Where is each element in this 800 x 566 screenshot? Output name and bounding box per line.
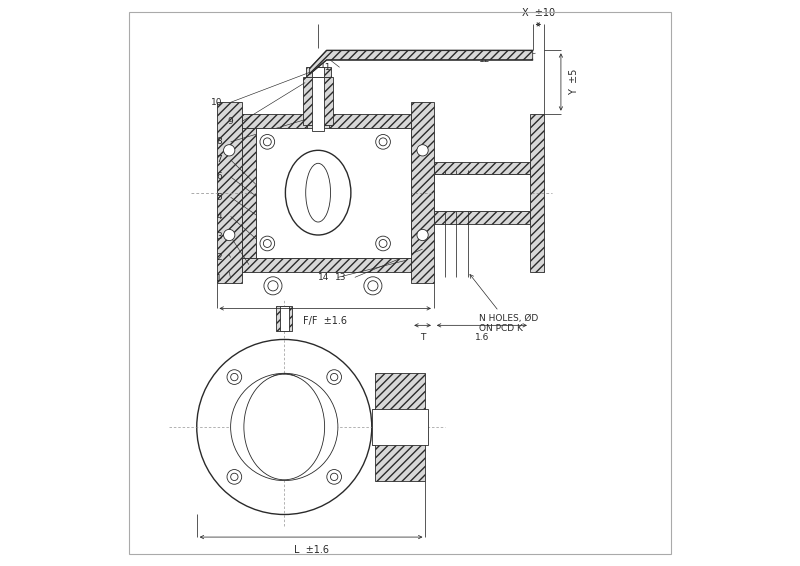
Ellipse shape xyxy=(197,340,372,514)
Ellipse shape xyxy=(417,229,428,241)
Ellipse shape xyxy=(268,281,278,291)
Bar xyxy=(434,162,530,174)
Ellipse shape xyxy=(417,145,428,156)
Bar xyxy=(434,211,530,224)
Text: 8: 8 xyxy=(216,138,222,147)
Ellipse shape xyxy=(260,236,274,251)
Ellipse shape xyxy=(306,164,330,222)
Text: 4: 4 xyxy=(217,212,222,221)
Ellipse shape xyxy=(379,138,387,146)
Bar xyxy=(242,258,411,272)
Bar xyxy=(242,114,411,128)
Polygon shape xyxy=(310,50,533,74)
Bar xyxy=(306,67,330,77)
Text: T: T xyxy=(420,333,426,342)
Text: 2: 2 xyxy=(217,253,222,262)
Text: 14: 14 xyxy=(318,273,330,282)
Bar xyxy=(276,306,292,331)
Ellipse shape xyxy=(364,277,382,295)
Ellipse shape xyxy=(227,370,242,384)
Bar xyxy=(372,409,428,445)
Text: 13: 13 xyxy=(335,273,346,282)
Bar xyxy=(312,67,324,77)
Text: 6: 6 xyxy=(216,173,222,181)
Ellipse shape xyxy=(230,473,238,481)
Text: ØA: ØA xyxy=(447,198,456,211)
Bar xyxy=(411,102,434,283)
Bar xyxy=(303,77,333,125)
Bar xyxy=(307,125,330,148)
Ellipse shape xyxy=(327,370,342,384)
Ellipse shape xyxy=(230,374,338,481)
Ellipse shape xyxy=(368,281,378,291)
Text: 9: 9 xyxy=(228,117,234,126)
Text: 10: 10 xyxy=(210,98,222,107)
Ellipse shape xyxy=(376,236,390,251)
Ellipse shape xyxy=(223,229,235,241)
Ellipse shape xyxy=(330,374,338,381)
Ellipse shape xyxy=(379,239,387,247)
Ellipse shape xyxy=(376,135,390,149)
Bar xyxy=(276,174,288,211)
Ellipse shape xyxy=(263,239,271,247)
Text: N HOLES, ØD
ON PCD K: N HOLES, ØD ON PCD K xyxy=(470,275,538,333)
Text: 1.6: 1.6 xyxy=(474,333,489,342)
Text: 5: 5 xyxy=(216,192,222,201)
Bar xyxy=(242,128,256,258)
Text: L  ±1.6: L ±1.6 xyxy=(294,545,329,555)
Ellipse shape xyxy=(260,135,274,149)
Text: ØB: ØB xyxy=(458,198,467,211)
Text: 12: 12 xyxy=(479,55,490,64)
Ellipse shape xyxy=(227,470,242,484)
Ellipse shape xyxy=(254,396,315,458)
Text: X  ±10: X ±10 xyxy=(522,7,555,18)
Bar xyxy=(530,114,544,272)
Text: 3: 3 xyxy=(216,232,222,241)
Bar xyxy=(374,374,426,481)
Ellipse shape xyxy=(254,374,314,448)
Bar xyxy=(217,102,242,283)
Text: 11: 11 xyxy=(320,63,331,72)
Ellipse shape xyxy=(223,145,235,156)
Ellipse shape xyxy=(286,151,351,235)
Ellipse shape xyxy=(244,374,325,480)
Text: 7: 7 xyxy=(216,156,222,164)
Bar xyxy=(312,77,324,131)
Ellipse shape xyxy=(327,470,342,484)
Ellipse shape xyxy=(230,374,238,381)
Bar xyxy=(280,306,289,331)
Bar xyxy=(434,174,530,211)
Ellipse shape xyxy=(330,473,338,481)
Bar xyxy=(256,128,411,258)
Text: 1: 1 xyxy=(216,274,222,283)
Text: F/F  ±1.6: F/F ±1.6 xyxy=(303,316,347,327)
Bar xyxy=(348,174,361,211)
Text: Y  ±5: Y ±5 xyxy=(570,69,579,95)
Ellipse shape xyxy=(264,277,282,295)
Ellipse shape xyxy=(263,138,271,146)
Text: ØC: ØC xyxy=(470,198,478,211)
